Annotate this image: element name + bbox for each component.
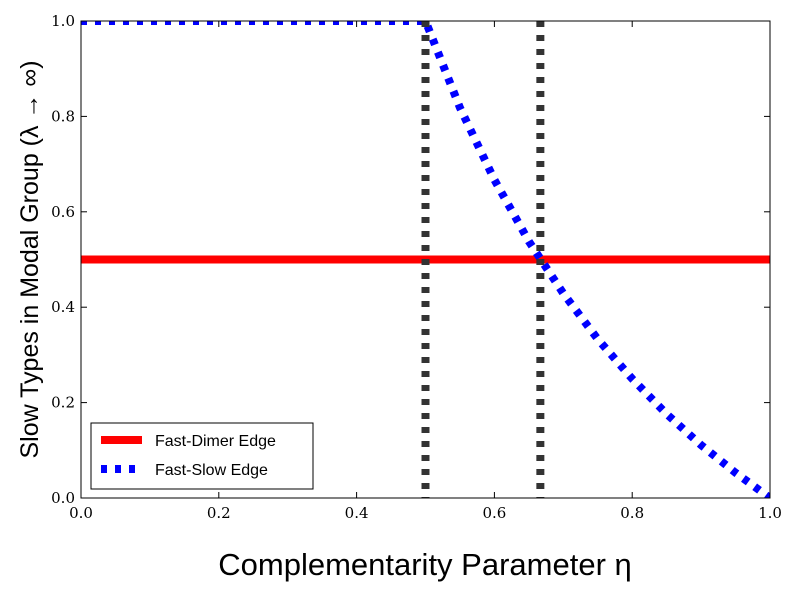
y-tick-label: 0.0 [51,489,75,507]
x-tick-label: 0.6 [482,504,506,522]
legend-fast-slow-edge-label: Fast-Slow Edge [155,462,268,479]
x-tick-label: 0.2 [207,504,231,522]
series-line-fast-slow-edge [81,21,770,498]
plot-frame [80,20,771,499]
legend: Fast-Dimer Edge Fast-Slow Edge [90,422,314,490]
y-tick-label: 0.6 [51,203,75,221]
x-axis-label: Complementarity Parameter η [218,547,632,582]
x-tick-label: 0.8 [620,504,644,522]
x-tick-label: 0.0 [69,504,93,522]
legend-box [90,422,314,490]
y-tick-label: 0.2 [51,394,75,412]
x-tick-label: 1.0 [758,504,782,522]
y-tick-label: 1.0 [51,12,75,30]
legend-fast-dimer-edge-label: Fast-Dimer Edge [155,433,276,450]
y-tick-label: 0.4 [51,298,75,316]
y-tick-label: 0.8 [51,107,75,125]
x-tick-label: 0.4 [345,504,369,522]
y-axis-label: Slow Types in Modal Group (λ → ∞) [16,60,44,458]
